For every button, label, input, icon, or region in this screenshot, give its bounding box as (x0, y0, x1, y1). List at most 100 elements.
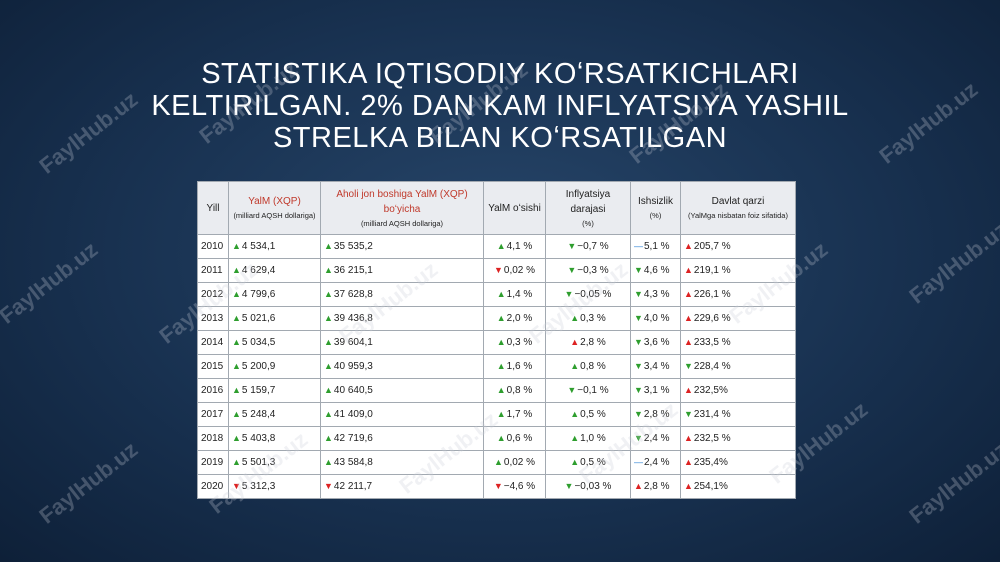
header-cell: Inflyatsiya darajasi (%) (545, 181, 631, 235)
cell-value: 5 159,7 (241, 385, 276, 396)
year-cell: 2014 (197, 330, 229, 355)
value-cell: ▲5 501,3 (228, 450, 321, 475)
watermark: FaylHub.uz (0, 236, 103, 329)
trend-arrow: ▼ (634, 289, 643, 299)
trend-arrow: ▲ (570, 409, 580, 419)
watermark: FaylHub.uz (904, 216, 1000, 309)
trend-arrow: — (634, 457, 643, 467)
cell-value: −0,3 % (577, 265, 609, 276)
cell-value: −0,05 % (574, 289, 612, 300)
header-cell: YalM (XQP) (milliard AQSH dollariga) (228, 181, 321, 235)
trend-arrow: ▼ (634, 337, 643, 347)
value-cell: ▼5 312,3 (228, 474, 321, 499)
cell-value: 219,1 % (693, 265, 731, 276)
cell-value: 36 215,1 (333, 265, 373, 276)
header-row: Yill YalM (XQP) (milliard AQSH dollariga) A… (197, 181, 796, 235)
year-cell: 2019 (197, 450, 229, 475)
trend-arrow: ▲ (324, 265, 333, 275)
trend-arrow: ▲ (496, 361, 506, 371)
cell-value: 4,0 % (643, 313, 670, 324)
year: 2010 (201, 241, 224, 252)
value-cell: ▲226,1 % (680, 282, 796, 307)
trend-arrow: ▼ (567, 385, 577, 395)
table-row: 2010 ▲4 534,1 ▲35 535,2 ▲4,1 % ▼−0,7 % —5,1 %… (197, 234, 796, 259)
year: 2011 (201, 265, 223, 276)
watermark: FaylHub.uz (904, 436, 1000, 529)
cell-value: 2,4 % (643, 433, 670, 444)
cell-value: −0,1 % (577, 385, 609, 396)
cell-value: 1,0 % (580, 433, 606, 444)
value-cell: —5,1 % (630, 234, 681, 259)
trend-arrow: ▲ (684, 241, 693, 251)
watermark: FaylHub.uz (34, 86, 143, 179)
trend-arrow: ▲ (493, 457, 503, 467)
trend-arrow: ▼ (634, 361, 643, 371)
header-title: Davlat qarzi (711, 196, 765, 207)
trend-arrow: ▲ (570, 313, 580, 323)
trend-arrow: ▲ (496, 385, 506, 395)
cell-value: 5 501,3 (241, 457, 276, 468)
cell-value: 4,6 % (643, 265, 670, 276)
value-cell: ▲232,5 % (680, 426, 796, 451)
cell-value: 5 200,9 (241, 361, 276, 372)
value-cell: ▼3,1 % (630, 378, 681, 403)
year: 2012 (201, 289, 224, 300)
value-cell: ▲1,7 % (483, 402, 546, 427)
value-cell: ▲1,4 % (483, 282, 546, 307)
trend-arrow: ▲ (232, 265, 241, 275)
cell-value: 0,8 % (580, 361, 606, 372)
cell-value: 2,8 % (643, 409, 670, 420)
year-cell: 2020 (197, 474, 229, 499)
cell-value: 40 959,3 (333, 361, 373, 372)
cell-value: 0,3 % (506, 337, 533, 348)
trend-arrow: ▼ (564, 289, 574, 299)
header-note: (%) (649, 211, 662, 220)
trend-arrow: ▼ (634, 265, 643, 275)
value-cell: ▼4,3 % (630, 282, 681, 307)
cell-value: 3,6 % (643, 337, 670, 348)
cell-value: 35 535,2 (333, 241, 373, 252)
value-cell: ▲5 159,7 (228, 378, 321, 403)
trend-arrow: ▲ (232, 361, 241, 371)
year: 2016 (201, 385, 224, 396)
trend-arrow: ▲ (570, 337, 580, 347)
cell-value: 0,02 % (503, 457, 536, 468)
cell-value: 3,4 % (643, 361, 670, 372)
table-row: 2011 ▲4 629,4 ▲36 215,1 ▼0,02 % ▼−0,3 % ▼4,6 … (197, 258, 796, 283)
value-cell: ▼2,4 % (630, 426, 681, 451)
value-cell: ▼3,4 % (630, 354, 681, 379)
cell-value: 4,1 % (506, 241, 533, 252)
table-row: 2018 ▲5 403,8 ▲42 719,6 ▲0,6 % ▲1,0 % ▼2,4 % ▲… (197, 426, 796, 451)
cell-value: 0,5 % (580, 409, 606, 420)
trend-arrow: ▲ (684, 313, 693, 323)
cell-value: 231,4 % (693, 409, 731, 420)
trend-arrow: ▲ (570, 433, 580, 443)
value-cell: ▼−0,03 % (545, 474, 631, 499)
trend-arrow: ▲ (570, 361, 580, 371)
trend-arrow: ▲ (684, 265, 693, 275)
trend-arrow: ▲ (496, 433, 506, 443)
value-cell: ▲36 215,1 (320, 258, 484, 283)
year: 2018 (201, 433, 224, 444)
data-table: Yill YalM (XQP) (milliard AQSH dollariga) A… (197, 181, 796, 499)
cell-value: 5 403,8 (241, 433, 276, 444)
value-cell: ▼4,6 % (630, 258, 681, 283)
year: 2014 (201, 337, 224, 348)
trend-arrow: ▲ (232, 241, 241, 251)
cell-value: 5 021,6 (241, 313, 276, 324)
trend-arrow: ▼ (684, 361, 693, 371)
header-cell: YalM oʻsishi (483, 181, 546, 235)
cell-value: 5,1 % (644, 241, 670, 252)
trend-arrow: ▲ (232, 313, 241, 323)
value-cell: ▲0,8 % (483, 378, 546, 403)
header-title: Aholi jon boshiga YalM (XQP) boʻyicha (336, 188, 468, 215)
trend-arrow: ▲ (684, 457, 693, 467)
header-title: YalM oʻsishi (488, 202, 541, 214)
value-cell: ▲254,1% (680, 474, 796, 499)
value-cell: ▲232,5% (680, 378, 796, 403)
trend-arrow: ▲ (496, 241, 506, 251)
table-row: 2013 ▲5 021,6 ▲39 436,8 ▲2,0 % ▲0,3 % ▼4,0 % ▲… (197, 306, 796, 331)
cell-value: 4 629,4 (241, 265, 276, 276)
trend-arrow: ▲ (324, 313, 333, 323)
value-cell: ▲4,1 % (483, 234, 546, 259)
